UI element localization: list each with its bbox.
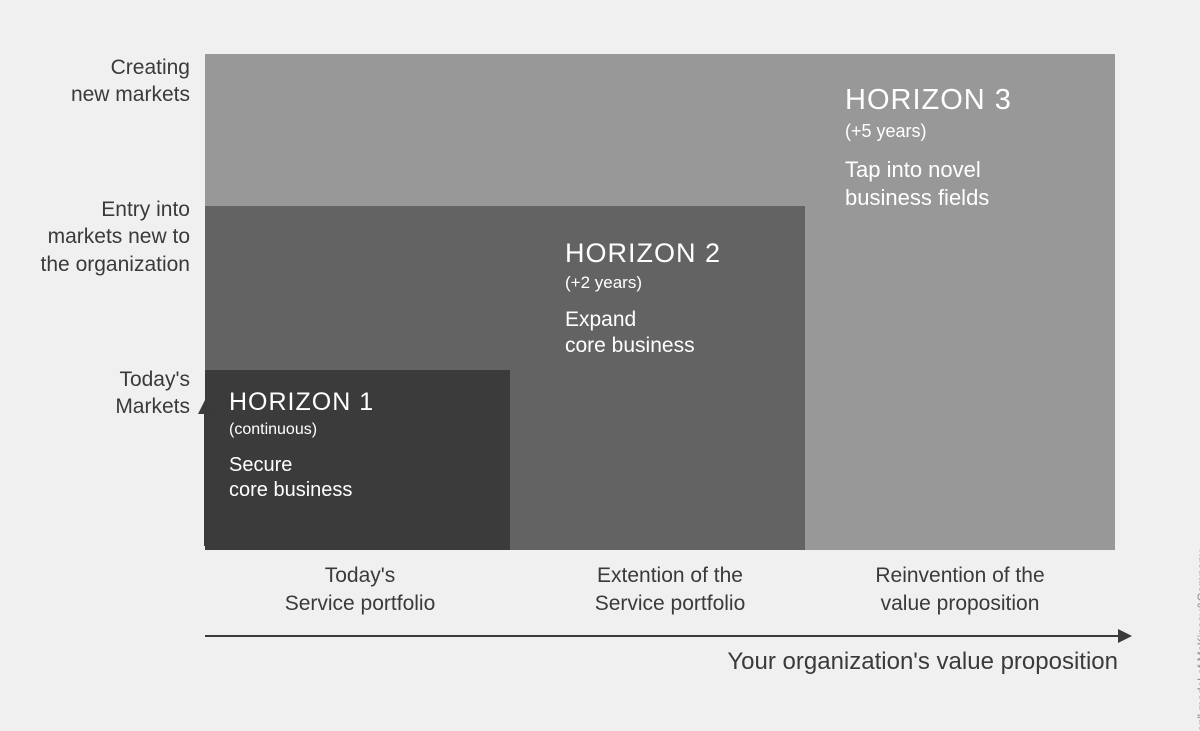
x-axis-label-reinvention: Reinvention of the value proposition [830,562,1090,619]
y-axis-arrow-icon [190,400,220,556]
y-axis-label-creating-new-markets: Creating new markets [30,54,190,109]
x-axis-arrow-icon [205,621,1138,651]
horizon-1-title: HORIZON 1 [229,388,374,417]
horizon-3-subtitle: (+5 years) [845,121,1012,142]
horizon-3-title: HORIZON 3 [845,84,1012,117]
x-axis-label-extension: Extention of the Service portfolio [540,562,800,619]
horizon-1-subtitle: (continuous) [229,421,374,439]
horizon-3-description: Tap into novel business fields [845,156,1012,211]
horizon-2-description: Expand core business [565,307,721,360]
y-axis-label-entry-into-new-markets: Entry into markets new to the organizati… [30,196,190,278]
y-axis-label-todays-markets: Today's Markets [30,366,190,421]
horizon-1-description: Secure core business [229,453,374,503]
horizon-2-subtitle: (+2 years) [565,273,721,293]
diagram-canvas: HORIZON 3 (+5 years) Tap into novel busi… [0,0,1200,731]
x-axis-label-todays-portfolio: Today's Service portfolio [230,562,490,619]
horizon-2-title: HORIZON 2 [565,238,721,269]
footnotes: 1. Time specifications are indicative. 2… [1178,550,1200,731]
horizon-1-box: HORIZON 1 (continuous) Secure core busin… [205,370,510,550]
x-axis-title: Your organization's value proposition [518,648,1118,676]
